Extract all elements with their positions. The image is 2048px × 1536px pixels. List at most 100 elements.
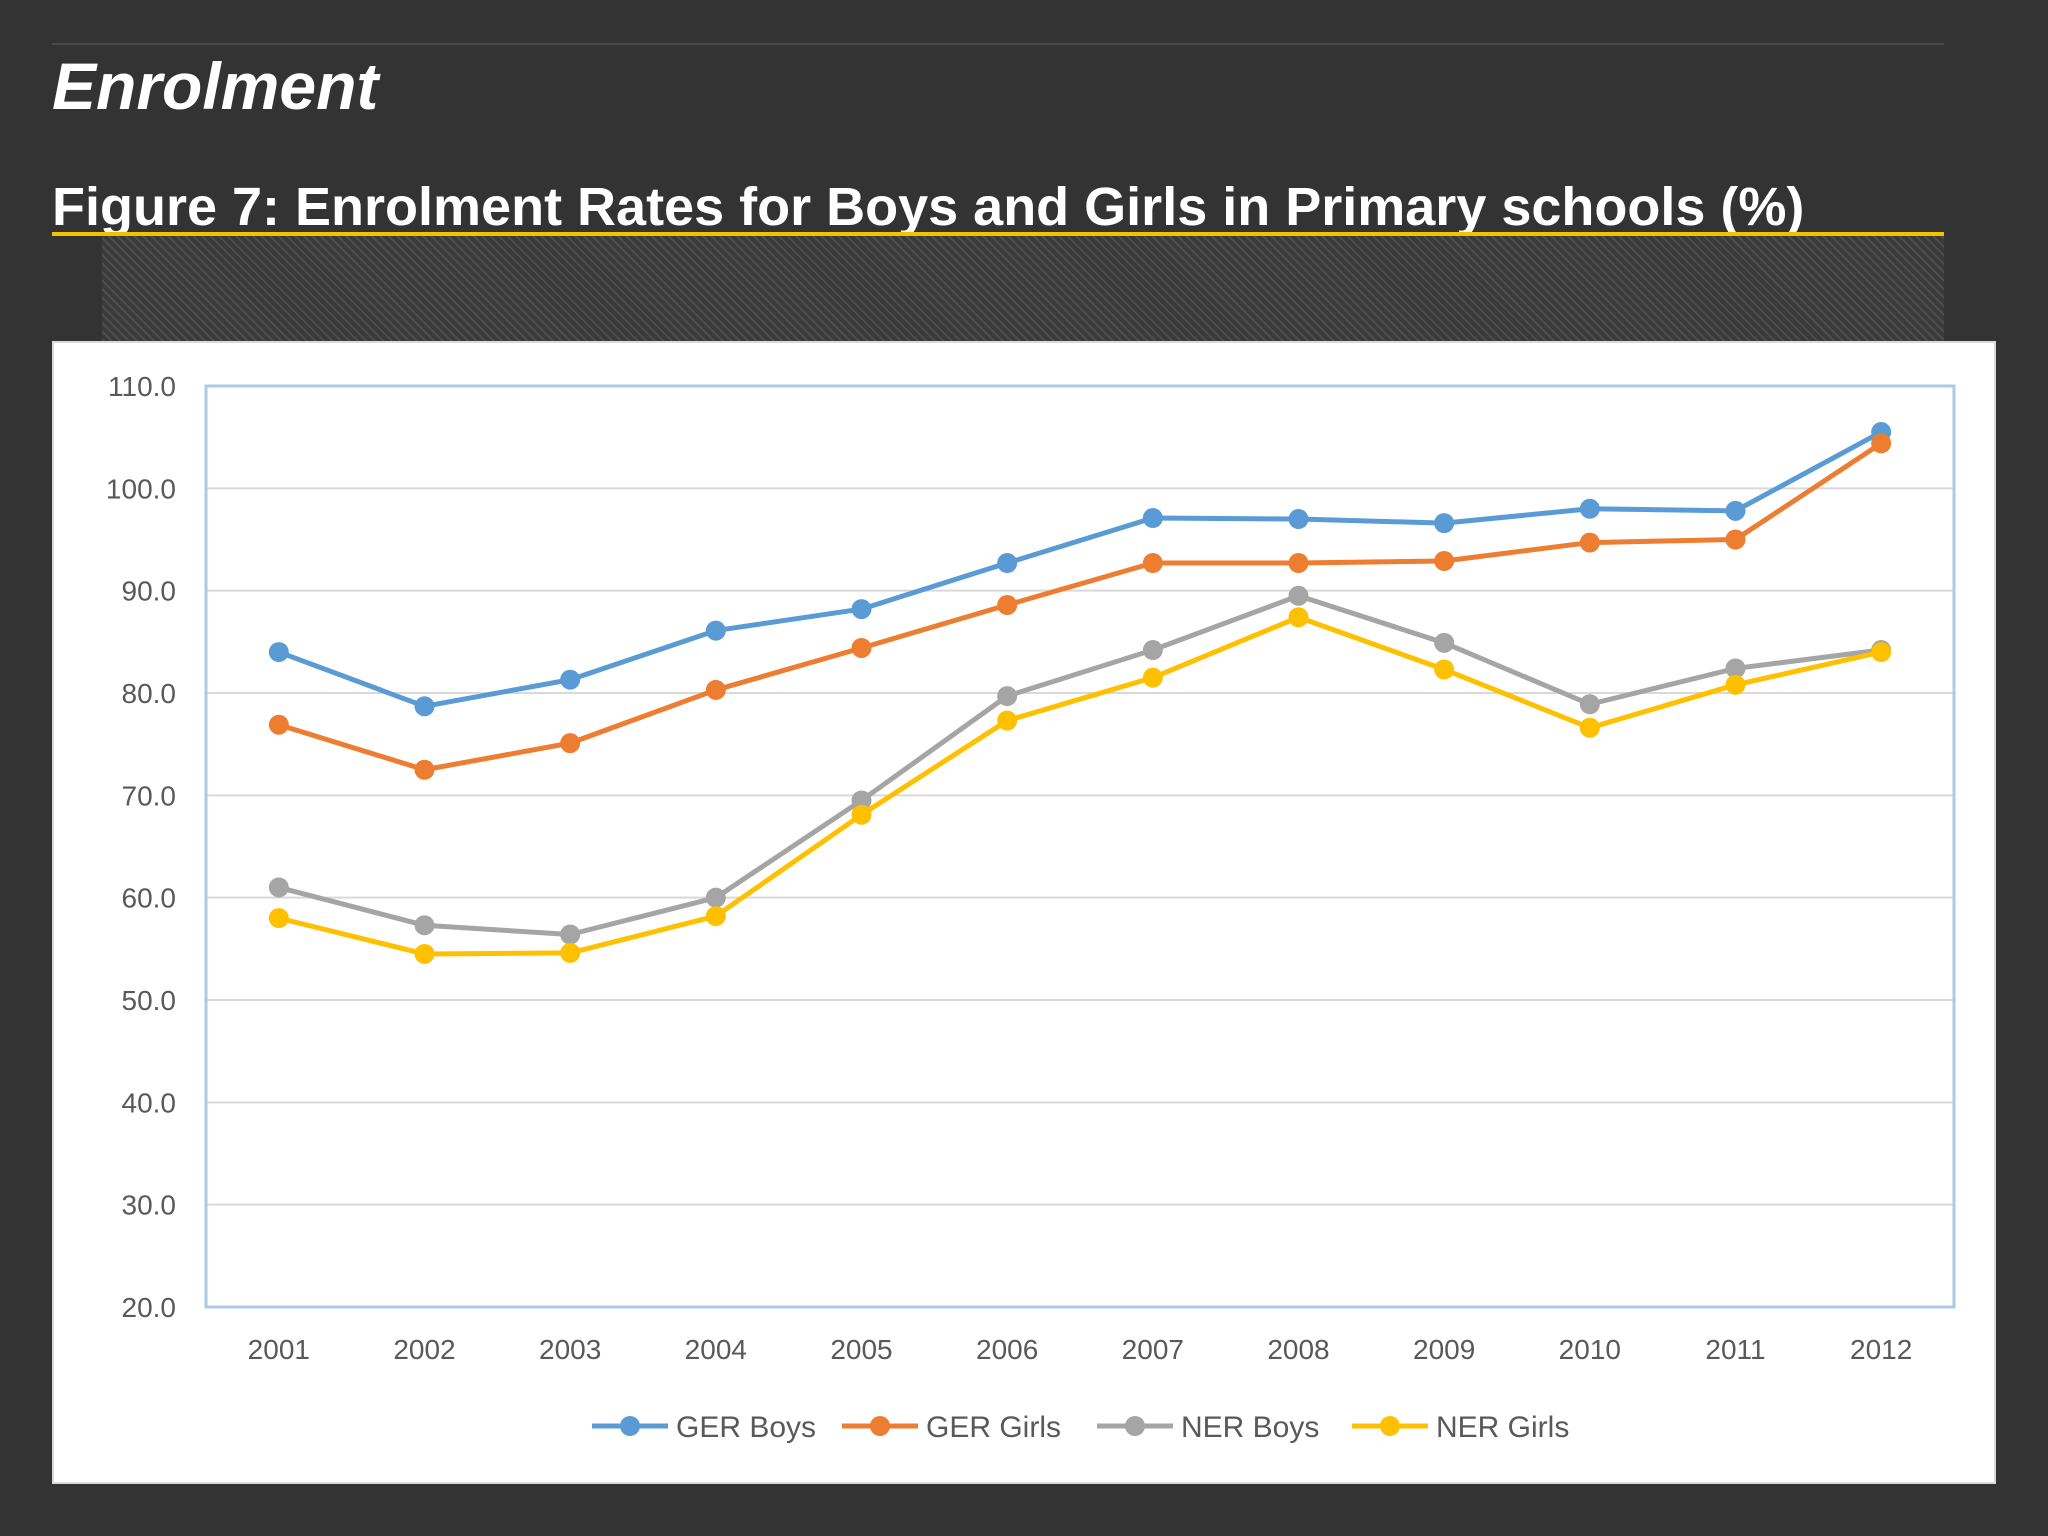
data-point	[268, 714, 289, 735]
legend-label: GER Boys	[676, 1411, 816, 1444]
legend-entry: GER Boys	[592, 1411, 816, 1444]
data-point	[560, 942, 581, 963]
data-point	[1142, 508, 1163, 529]
data-point	[851, 637, 872, 658]
plot-area-frame	[204, 384, 1956, 1309]
data-point	[1579, 532, 1600, 553]
legend-entry: NER Boys	[1097, 1411, 1319, 1444]
figure-title: Figure 7: Enrolment Rates for Boys and G…	[52, 177, 1805, 237]
legend-label: GER Girls	[926, 1411, 1061, 1444]
x-tick-label: 2006	[976, 1334, 1038, 1365]
y-tick-label: 70.0	[122, 780, 177, 811]
data-point	[997, 594, 1018, 615]
data-point	[414, 759, 435, 780]
data-point	[1725, 500, 1746, 521]
data-point	[997, 710, 1018, 731]
legend-entry: GER Girls	[842, 1411, 1061, 1444]
legend-marker	[620, 1416, 640, 1436]
data-point	[851, 804, 872, 825]
data-point	[1434, 659, 1455, 680]
y-tick-label: 80.0	[122, 678, 177, 709]
legend-label: NER Boys	[1181, 1411, 1319, 1444]
data-point	[268, 877, 289, 898]
data-point	[560, 669, 581, 690]
grid-lines	[206, 487, 1954, 1206]
data-point	[705, 620, 726, 641]
data-point	[1142, 667, 1163, 688]
series-line	[278, 441, 1883, 773]
data-point	[1725, 674, 1746, 695]
data-point	[851, 790, 872, 811]
series-line	[278, 614, 1882, 957]
data-point	[1579, 717, 1600, 738]
y-tick-label: 110.0	[108, 371, 176, 402]
data-point	[997, 686, 1018, 707]
chart-container: 110.0 100.0 90.0 80.0 70.0 60.0 50.0 40.0 30.0 20…	[52, 341, 1996, 1484]
data-point	[268, 908, 289, 929]
x-tick-label: 2012	[1850, 1334, 1912, 1365]
series-line	[278, 593, 1882, 938]
data-point	[1434, 632, 1455, 653]
data-point	[1579, 694, 1600, 715]
slide-title: Enrolment	[52, 49, 379, 123]
data-point	[1288, 585, 1309, 606]
data-point	[705, 887, 726, 908]
title-underline	[52, 232, 1944, 236]
y-tick-label: 20.0	[122, 1292, 177, 1323]
data-point	[1434, 550, 1455, 571]
data-point	[1725, 529, 1746, 550]
data-point	[1434, 513, 1455, 534]
legend-entry: NER Girls	[1352, 1411, 1569, 1444]
series-ner-girls	[268, 607, 1892, 964]
x-tick-label: 2002	[393, 1334, 455, 1365]
hatched-band	[102, 236, 1944, 341]
data-point	[1142, 553, 1163, 574]
data-point	[1725, 658, 1746, 679]
y-tick-label: 30.0	[122, 1190, 177, 1221]
data-point	[1871, 642, 1892, 663]
legend-marker	[1380, 1416, 1400, 1436]
line-chart: 110.0 100.0 90.0 80.0 70.0 60.0 50.0 40.0 30.0 20…	[106, 371, 1956, 1444]
data-point	[997, 553, 1018, 574]
top-rule	[52, 43, 1944, 45]
series-ner-boys	[268, 585, 1892, 945]
data-point	[1579, 498, 1600, 519]
data-point	[414, 943, 435, 964]
data-point	[414, 915, 435, 936]
data-point	[1288, 553, 1309, 574]
series-ger-boys	[268, 422, 1892, 717]
data-point	[1288, 509, 1309, 530]
series-line	[277, 429, 1883, 709]
legend-label: NER Girls	[1436, 1411, 1569, 1444]
series-ger-girls	[268, 433, 1892, 780]
x-tick-label: 2003	[539, 1334, 601, 1365]
data-point	[705, 679, 726, 700]
x-tick-label: 2005	[830, 1334, 892, 1365]
y-tick-label: 40.0	[122, 1087, 177, 1118]
data-point	[268, 642, 289, 663]
data-point	[1288, 607, 1309, 628]
series-lines	[268, 422, 1892, 964]
data-point	[1871, 433, 1892, 454]
legend-marker	[1125, 1416, 1145, 1436]
x-tick-label: 2004	[685, 1334, 747, 1365]
data-point	[851, 599, 872, 620]
x-tick-label: 2008	[1267, 1334, 1329, 1365]
legend-marker	[870, 1416, 890, 1436]
x-tick-label: 2001	[248, 1334, 310, 1365]
x-axis-ticks: 2001 2002 2003 2004 2005 2006 2007 2008 2009 2010…	[248, 1334, 1913, 1365]
y-tick-label: 60.0	[122, 883, 177, 914]
x-tick-label: 2010	[1559, 1334, 1621, 1365]
x-tick-label: 2009	[1413, 1334, 1475, 1365]
data-point	[560, 924, 581, 945]
x-tick-label: 2007	[1122, 1334, 1184, 1365]
legend: GER Boys GER Girls NER Boys NER Girls	[592, 1411, 1569, 1444]
x-tick-label: 2011	[1705, 1334, 1765, 1365]
y-axis-ticks: 110.0 100.0 90.0 80.0 70.0 60.0 50.0 40.0 30.0 20…	[106, 371, 176, 1323]
data-point	[414, 696, 435, 717]
y-tick-label: 100.0	[106, 473, 176, 504]
data-point	[560, 733, 581, 754]
data-point	[1142, 640, 1163, 661]
y-tick-label: 50.0	[122, 985, 177, 1016]
data-point	[705, 906, 726, 927]
